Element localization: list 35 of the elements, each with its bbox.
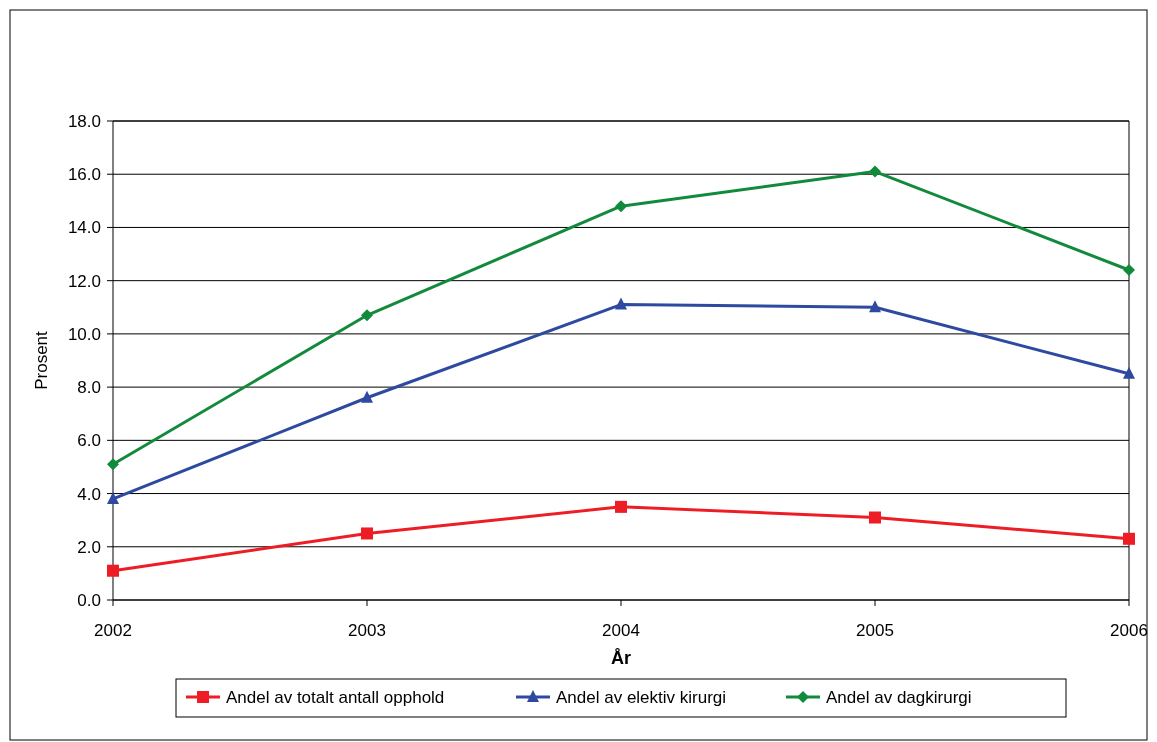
point <box>107 458 119 471</box>
point <box>615 500 627 513</box>
y-tick-label: 14.0 <box>67 218 101 238</box>
point <box>361 390 373 403</box>
point <box>1123 264 1135 277</box>
y-tick-label: 12.0 <box>67 271 101 291</box>
point <box>361 309 373 322</box>
point <box>107 564 119 577</box>
x-tick-label: 2004 <box>602 621 640 640</box>
y-tick-label: 10.0 <box>67 324 101 344</box>
y-tick-label: 8.0 <box>77 378 101 398</box>
y-tick-label: 18.0 <box>67 111 101 131</box>
point <box>361 527 373 540</box>
legend-label: Andel av totalt antall opphold <box>226 687 445 707</box>
y-tick-label: 16.0 <box>67 165 101 185</box>
point <box>107 491 119 504</box>
point <box>615 200 627 213</box>
point <box>615 297 627 310</box>
point <box>1123 532 1135 545</box>
x-tick-label: 2006 <box>1110 621 1148 640</box>
point <box>869 165 881 178</box>
point <box>1123 366 1135 379</box>
legend-label: Andel av elektiv kirurgi <box>556 687 727 707</box>
y-tick-label: 0.0 <box>77 590 101 610</box>
point <box>869 511 881 524</box>
x-tick-label: 2005 <box>856 621 894 640</box>
x-axis-title: År <box>610 648 632 668</box>
point <box>869 300 881 313</box>
legend-label: Andel av dagkirurgi <box>826 687 972 707</box>
x-tick-label: 2002 <box>94 621 132 640</box>
x-tick-label: 2003 <box>348 621 386 640</box>
y-tick-label: 2.0 <box>77 537 101 557</box>
y-tick-label: 6.0 <box>77 431 101 451</box>
y-axis-title: Prosent <box>32 330 51 390</box>
y-tick-label: 4.0 <box>77 484 101 504</box>
